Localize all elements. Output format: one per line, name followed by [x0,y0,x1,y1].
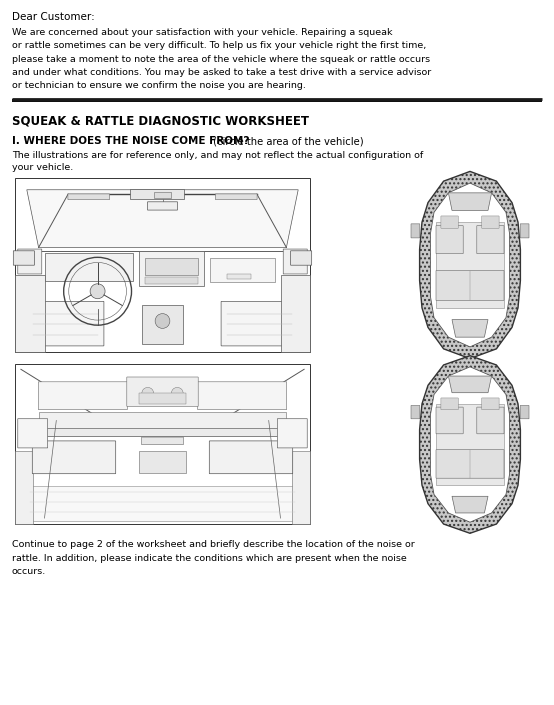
FancyBboxPatch shape [278,419,307,448]
FancyBboxPatch shape [147,202,177,210]
FancyBboxPatch shape [436,271,504,300]
FancyBboxPatch shape [209,441,293,474]
Text: your vehicle.: your vehicle. [12,164,73,173]
Text: rattle. In addition, please indicate the conditions which are present when the n: rattle. In addition, please indicate the… [12,554,407,563]
FancyBboxPatch shape [436,226,463,254]
Bar [139,451,186,473]
Text: We are concerned about your satisfaction with your vehicle. Repairing a squeak: We are concerned about your satisfaction… [12,27,392,37]
FancyBboxPatch shape [18,419,48,448]
FancyBboxPatch shape [520,224,529,238]
Bar [15,451,33,525]
Text: The illustrations are for reference only, and may not reflect the actual configu: The illustrations are for reference only… [12,150,423,159]
Bar [24,429,301,436]
FancyBboxPatch shape [283,249,307,274]
Bar [293,451,310,525]
Text: (circle the area of the vehicle): (circle the area of the vehicle) [210,137,363,147]
FancyBboxPatch shape [436,407,463,434]
FancyBboxPatch shape [411,224,420,238]
FancyBboxPatch shape [481,398,499,410]
Polygon shape [430,367,510,522]
Bar [227,274,251,279]
Bar [139,251,204,286]
FancyBboxPatch shape [142,437,183,445]
FancyBboxPatch shape [291,251,312,265]
Bar [12,99,542,102]
FancyBboxPatch shape [32,441,116,474]
FancyBboxPatch shape [441,398,458,410]
Text: and under what conditions. You may be asked to take a test drive with a service : and under what conditions. You may be as… [12,68,431,77]
Bar [130,189,184,200]
FancyBboxPatch shape [441,216,458,228]
Text: I. WHERE DOES THE NOISE COME FROM?: I. WHERE DOES THE NOISE COME FROM? [12,137,249,147]
Text: occurs.: occurs. [12,568,46,577]
FancyBboxPatch shape [481,216,499,228]
Bar [437,222,504,308]
Polygon shape [452,319,488,337]
Polygon shape [448,376,491,393]
FancyBboxPatch shape [411,405,420,419]
Bar [15,364,310,525]
Text: SQUEAK & RATTLE DIAGNOSTIC WORKSHEET: SQUEAK & RATTLE DIAGNOSTIC WORKSHEET [12,114,309,128]
Bar [437,404,504,485]
FancyBboxPatch shape [13,251,34,265]
Circle shape [155,314,170,329]
Circle shape [90,284,105,299]
Text: or rattle sometimes can be very difficult. To help us fix your vehicle right the: or rattle sometimes can be very difficul… [12,41,426,50]
FancyBboxPatch shape [18,249,42,274]
Text: Dear Customer:: Dear Customer: [12,12,95,22]
Bar [154,192,171,197]
Circle shape [171,388,183,399]
FancyBboxPatch shape [520,405,529,419]
FancyBboxPatch shape [198,382,287,410]
FancyBboxPatch shape [27,301,104,346]
Circle shape [142,388,153,399]
Bar [39,412,286,429]
Polygon shape [27,190,298,247]
FancyBboxPatch shape [436,450,504,478]
FancyBboxPatch shape [221,301,299,346]
FancyBboxPatch shape [38,382,127,410]
Bar [142,305,183,344]
FancyBboxPatch shape [68,194,110,200]
Text: please take a moment to note the area of the vehicle where the squeak or rattle : please take a moment to note the area of… [12,54,430,63]
FancyBboxPatch shape [477,407,504,434]
Polygon shape [430,183,510,347]
Polygon shape [448,193,491,210]
Bar [15,178,310,352]
FancyBboxPatch shape [216,194,257,200]
Polygon shape [419,356,520,533]
Bar [24,486,301,521]
Polygon shape [15,276,44,352]
Text: Continue to page 2 of the worksheet and briefly describe the location of the noi: Continue to page 2 of the worksheet and … [12,541,415,549]
FancyBboxPatch shape [127,377,198,406]
Polygon shape [280,276,310,352]
Bar [44,253,133,281]
Bar [139,393,186,405]
Polygon shape [419,171,520,359]
Bar [210,258,275,283]
Text: or technician to ensure we confirm the noise you are hearing.: or technician to ensure we confirm the n… [12,82,306,90]
FancyBboxPatch shape [477,226,504,254]
Bar [145,258,198,276]
Polygon shape [452,496,488,513]
Bar [145,277,198,284]
